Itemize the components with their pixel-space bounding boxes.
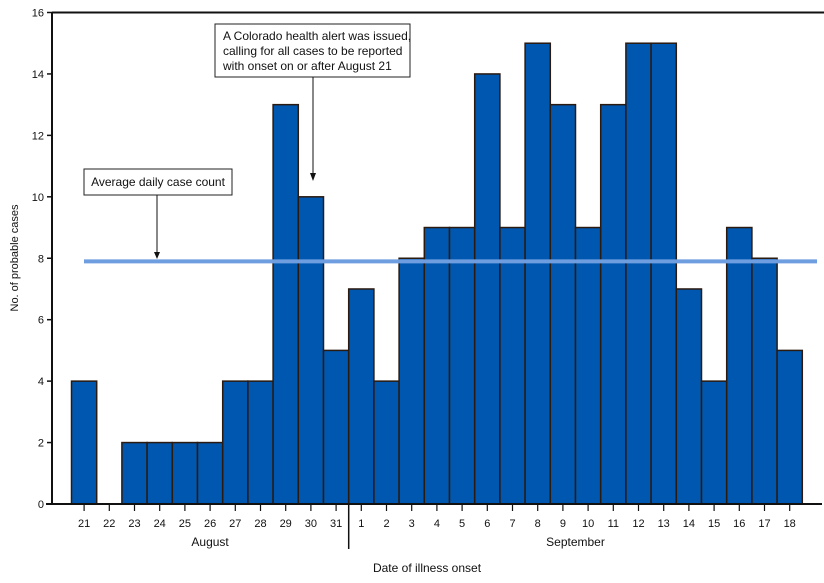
x-tick-label: 5 — [459, 518, 465, 530]
alert-line-2: calling for all cases to be reported — [223, 44, 402, 58]
bar-13 — [650, 42, 678, 505]
bar-3 — [398, 257, 426, 505]
alert-line-3: with onset on or after August 21 — [222, 59, 392, 73]
x-tick-label: 23 — [128, 518, 140, 530]
x-tick-label: 25 — [179, 518, 191, 530]
y-tick-label: 6 — [38, 315, 44, 327]
bar-12 — [625, 42, 652, 505]
bar-6 — [473, 73, 501, 505]
y-tick-label: 12 — [32, 130, 44, 142]
x-tick-label: 21 — [78, 518, 90, 530]
bar-5 — [448, 226, 476, 505]
x-tick-label: 22 — [103, 518, 115, 530]
x-tick-label: 26 — [204, 518, 216, 530]
arrow-head-icon — [310, 173, 316, 181]
bar-28 — [247, 380, 274, 505]
alert-annotation: A Colorado health alert was issued, call… — [214, 23, 411, 181]
bar-24 — [146, 441, 174, 505]
x-tick-label: 15 — [708, 518, 720, 530]
y-tick-label: 4 — [38, 376, 44, 388]
y-tick-label: 16 — [32, 8, 44, 20]
bar-9 — [549, 103, 577, 505]
x-tick-label: 29 — [280, 518, 292, 530]
average-label: Average daily case count — [91, 175, 226, 189]
bar-23 — [121, 441, 148, 505]
x-tick-label: 2 — [383, 518, 389, 530]
x-tick-label: 27 — [229, 518, 241, 530]
x-tick-label: 11 — [608, 518, 619, 530]
bar-15 — [700, 380, 728, 505]
bar-2 — [373, 380, 400, 505]
alert-line-1: A Colorado health alert was issued, — [223, 29, 411, 43]
x-tick-label: 8 — [535, 518, 541, 530]
month-label: August — [191, 535, 229, 549]
bar-7 — [499, 226, 526, 505]
x-tick-label: 18 — [784, 518, 796, 530]
x-tick-label: 17 — [758, 518, 770, 530]
bar-17 — [751, 257, 778, 505]
x-axis-title: Date of illness onset — [373, 561, 482, 575]
y-tick-label: 10 — [32, 192, 44, 204]
x-tick-label: 13 — [658, 518, 670, 530]
x-tick-label: 1 — [358, 518, 364, 530]
month-label: September — [546, 535, 605, 549]
bar-14 — [675, 288, 703, 505]
bar-10 — [574, 226, 602, 505]
x-tick-label: 28 — [254, 518, 266, 530]
x-tick-label: 31 — [330, 518, 342, 530]
bars-group — [70, 42, 817, 505]
x-tick-label: 16 — [733, 518, 745, 530]
bar-30 — [297, 196, 325, 505]
x-tick-label: 6 — [484, 518, 490, 530]
bar-16 — [725, 226, 753, 505]
bar-31 — [322, 349, 350, 505]
x-tick-label: 7 — [509, 518, 515, 530]
bar-25 — [171, 441, 199, 505]
y-axis-title: No. of probable cases — [9, 204, 21, 312]
y-tick-label: 2 — [38, 438, 44, 450]
x-tick-label: 12 — [632, 518, 644, 530]
average-annotation: Average daily case count — [83, 168, 233, 259]
bar-8 — [524, 42, 552, 505]
y-tick-label: 0 — [38, 499, 44, 511]
x-tick-label: 30 — [305, 518, 317, 530]
bar-21 — [70, 380, 98, 505]
bar-11 — [599, 103, 627, 505]
x-tick-label: 3 — [409, 518, 415, 530]
x-tick-label: 24 — [154, 518, 166, 530]
bar-1 — [347, 288, 375, 505]
x-tick-label: 14 — [683, 518, 695, 530]
arrow-head-icon — [154, 252, 160, 259]
y-tick-label: 8 — [38, 253, 44, 265]
bar-26 — [196, 441, 224, 505]
bar-18 — [776, 349, 804, 505]
x-tick-label: 10 — [582, 518, 594, 530]
bar-29 — [272, 103, 300, 505]
y-tick-label: 14 — [32, 69, 44, 81]
bar-4 — [423, 226, 451, 505]
x-tick-label: 9 — [560, 518, 566, 530]
x-tick-label: 4 — [434, 518, 440, 530]
bar-27 — [221, 380, 249, 505]
